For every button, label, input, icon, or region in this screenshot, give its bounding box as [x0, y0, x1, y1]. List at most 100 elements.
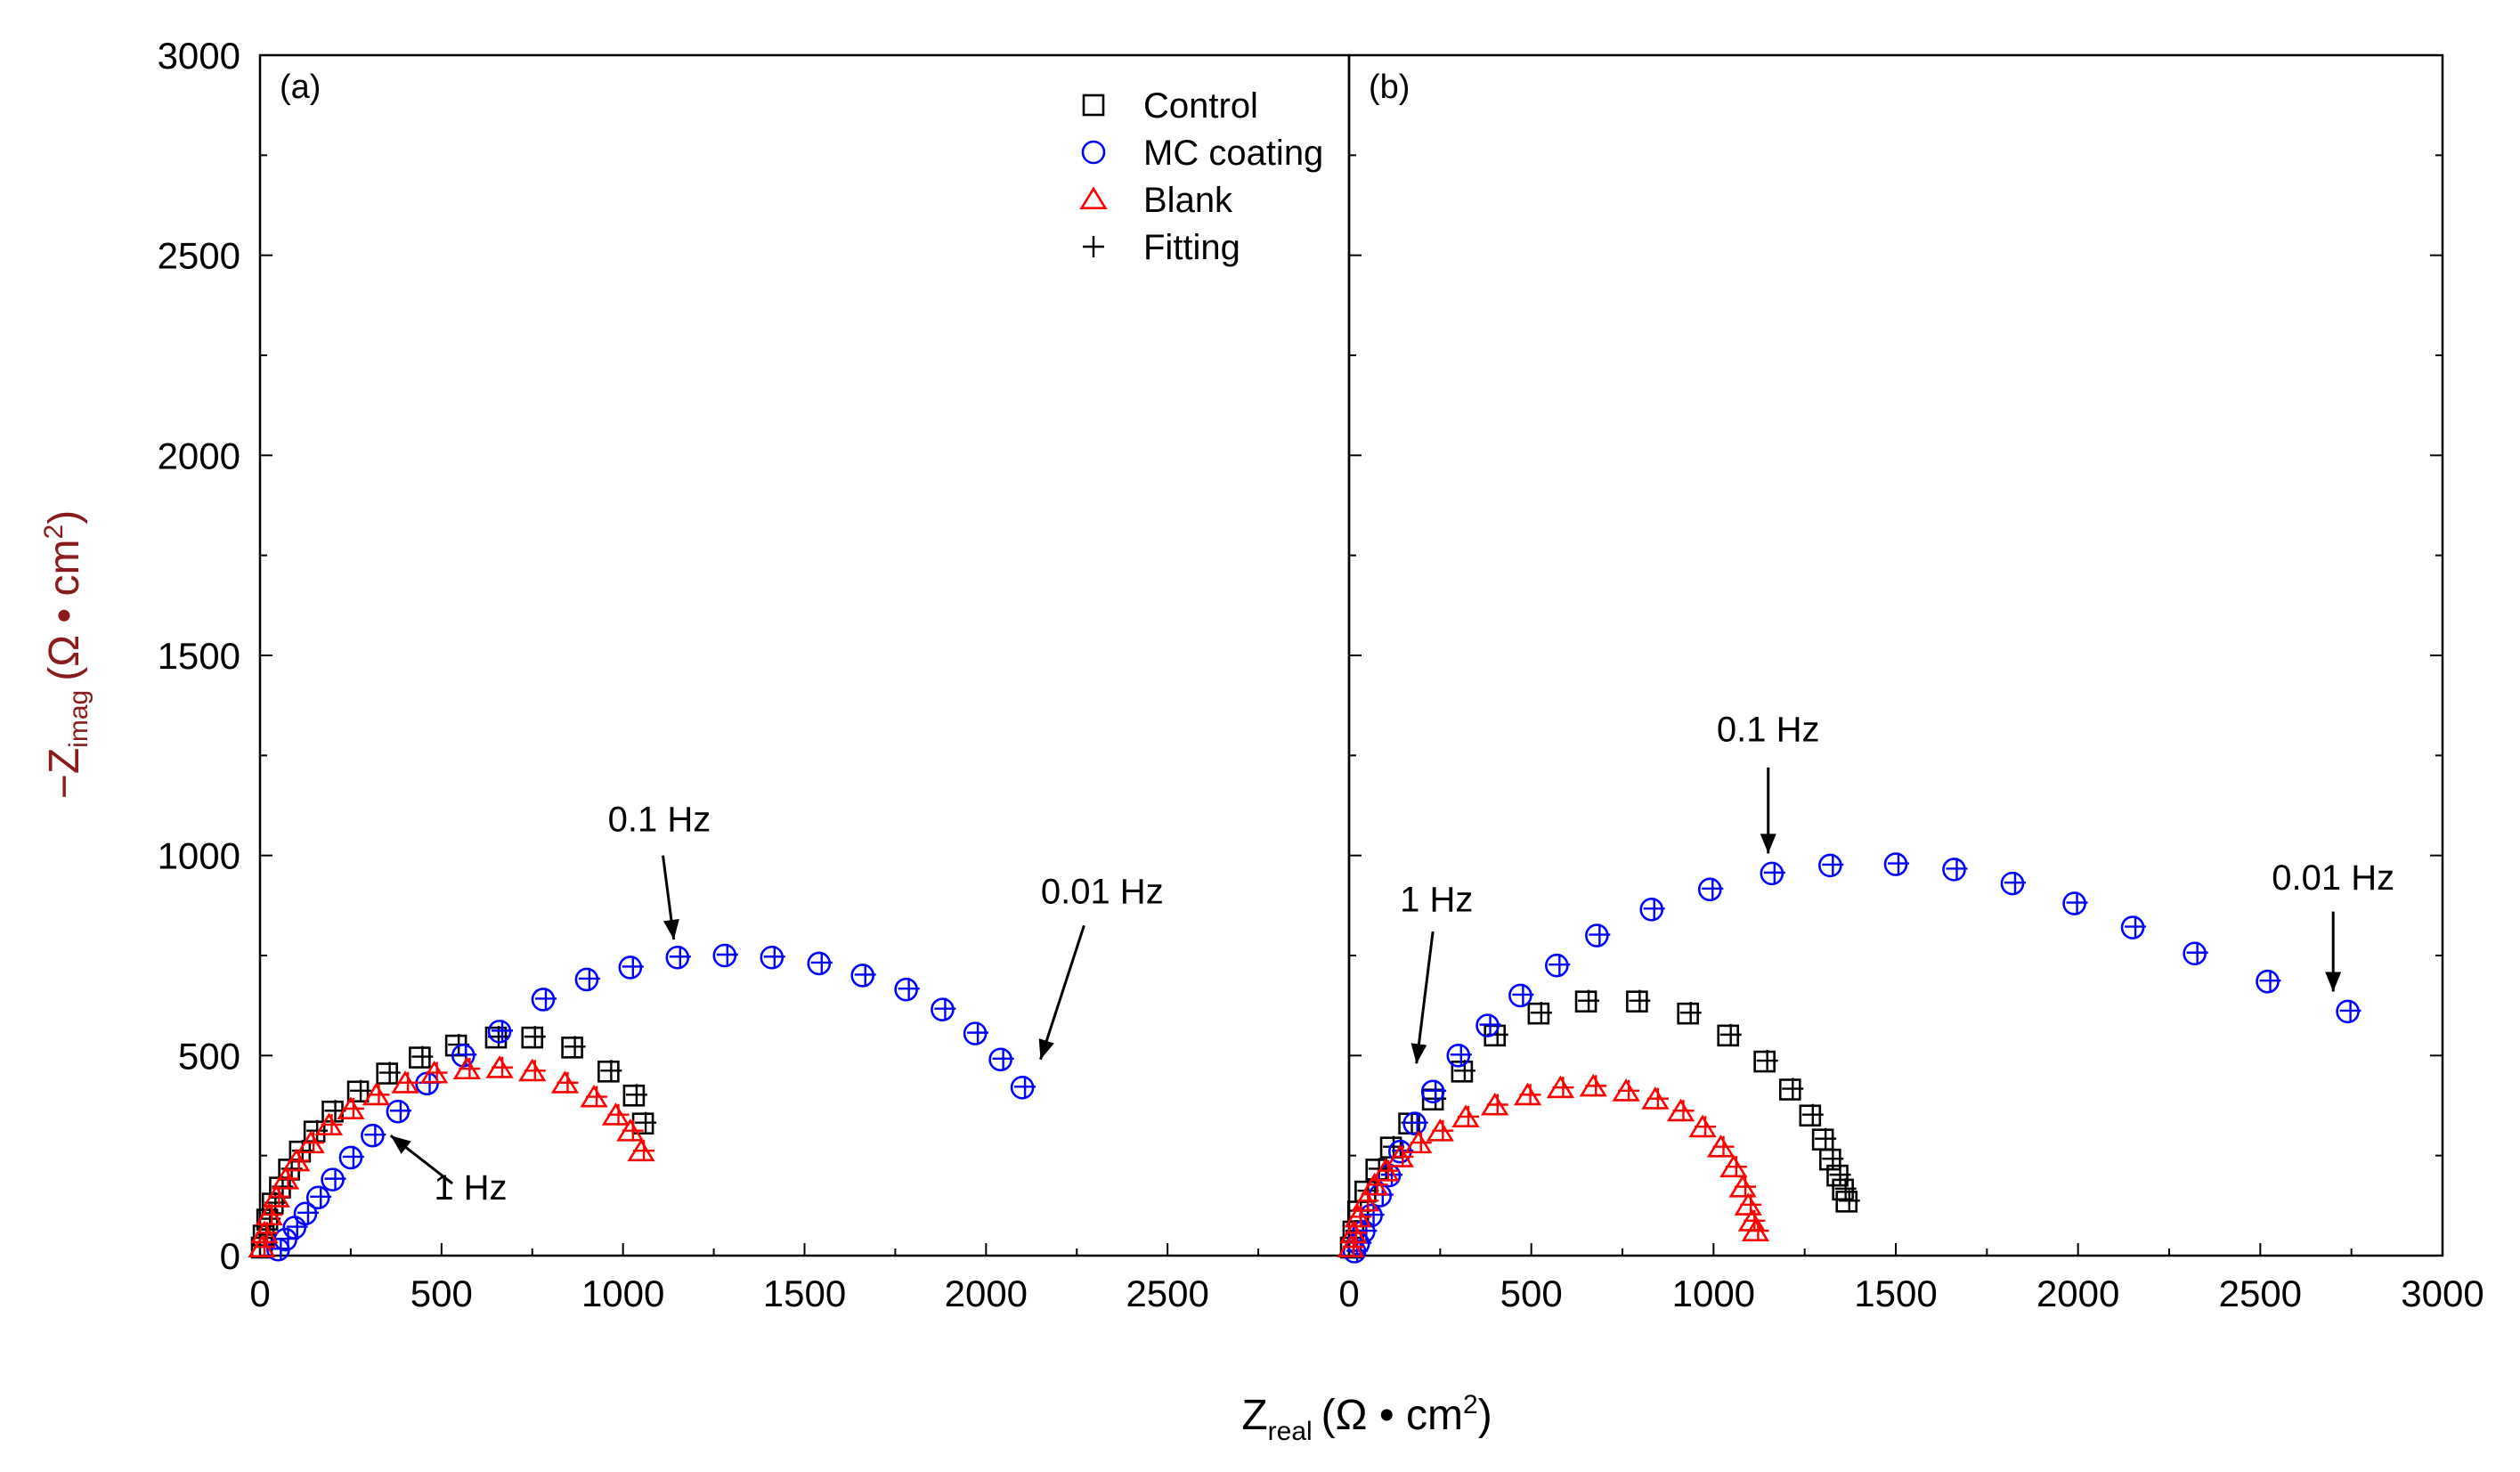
fitting-point: [1381, 1164, 1403, 1186]
fitting-point: [622, 1119, 644, 1142]
x-tick-label: 500: [1500, 1273, 1563, 1314]
fitting-point: [854, 964, 876, 986]
fitting-point: [1486, 1094, 1508, 1116]
fitting-point: [600, 1060, 622, 1082]
fitting-point: [261, 1204, 283, 1226]
fitting-point: [1629, 989, 1651, 1012]
legend-label: Fitting: [1143, 228, 1240, 267]
annotation-arrow-line: [1039, 924, 1085, 1061]
x-tick-label: 0: [249, 1273, 270, 1314]
fitting-point: [1512, 983, 1534, 1005]
fitting-point: [564, 1036, 586, 1058]
annotation-label: 1 Hz: [434, 1168, 507, 1208]
fitting-point: [264, 1191, 287, 1214]
fitting-point: [1618, 1079, 1640, 1102]
fitting-point: [1815, 1127, 1837, 1150]
fitting-point: [992, 1047, 1014, 1069]
fitting-point: [1519, 1084, 1541, 1106]
x-tick-label: 500: [411, 1273, 473, 1314]
legend-label: MC coating: [1143, 134, 1323, 173]
fitting-point: [1362, 1204, 1385, 1226]
fitting-point: [1406, 1111, 1428, 1134]
y-tick-label: 2000: [158, 435, 240, 476]
fitting-point: [368, 1084, 390, 1106]
fitting-point: [1366, 1174, 1388, 1196]
panel-label: (b): [1369, 69, 1410, 106]
x-tick-label: 2500: [1126, 1273, 1208, 1314]
x-tick-label: 1500: [763, 1273, 846, 1314]
fitting-point: [1712, 1135, 1735, 1158]
y-tick-label: 1000: [158, 835, 240, 877]
fitting-point: [1589, 923, 1611, 946]
fitting-point: [2186, 941, 2208, 964]
annotation-arrow-head: [1038, 1038, 1054, 1060]
fitting-point: [524, 1026, 546, 1048]
fitting-point: [1834, 1177, 1857, 1200]
fitting-point: [1377, 1159, 1399, 1182]
fitting-point: [1735, 1175, 1757, 1198]
annotation-label: 0.1 Hz: [1717, 711, 1820, 750]
fitting-point: [2004, 872, 2026, 894]
fitting-point: [1585, 1075, 1607, 1097]
fitting-point: [254, 1236, 276, 1258]
fitting-point: [1838, 1190, 1860, 1212]
legend-label: Blank: [1143, 181, 1233, 220]
fitting-point: [1725, 1156, 1747, 1178]
fitting-point: [321, 1113, 343, 1135]
annotation-arrow-head: [2325, 972, 2342, 992]
fitting-point: [1946, 858, 1968, 880]
fitting-point: [378, 1061, 401, 1084]
fitting-point: [635, 1111, 657, 1134]
fitting-point: [1829, 1164, 1851, 1186]
legend-marker: [1082, 94, 1105, 117]
fitting-point: [1457, 1105, 1479, 1127]
fitting-point: [524, 1060, 546, 1082]
x-axis-title: Zreal (Ω • cm2): [1241, 1390, 1492, 1446]
fitting-point: [1695, 1116, 1717, 1138]
fitting-point: [633, 1140, 655, 1162]
fitting-point: [1425, 1079, 1447, 1102]
fitting-point: [1822, 853, 1844, 875]
fitting-point: [534, 988, 557, 1010]
fitting-point: [1643, 898, 1665, 920]
fitting-point: [934, 997, 956, 1020]
fitting-point: [1392, 1145, 1414, 1167]
fitting-point: [397, 1071, 419, 1094]
fitting-point: [364, 1124, 386, 1146]
fitting-point: [1782, 1078, 1804, 1100]
fitting-point: [1549, 954, 1571, 976]
fitting-point: [303, 1132, 325, 1154]
fitting-point: [324, 1167, 346, 1190]
panel-a: 0 500 1000 1500 2000 2500 3000 0 500 1000 1500 2000…: [158, 35, 1351, 1314]
fitting-point: [1450, 1044, 1472, 1066]
fitting-point: [2259, 970, 2281, 992]
fitting-point: [1552, 1077, 1574, 1099]
fitting-point: [586, 1086, 608, 1108]
fitting-point: [2066, 891, 2088, 914]
fitting-point: [669, 946, 691, 968]
annotation-arrow-head: [1410, 1043, 1427, 1064]
fitting-point: [1756, 1050, 1778, 1072]
legend-marker: [1083, 236, 1104, 257]
x-tick-label: 1000: [1672, 1273, 1755, 1314]
series-blank: [1337, 1073, 1770, 1258]
x-tick-label: 3000: [2401, 1273, 2483, 1314]
y-tick-label: 1500: [158, 635, 240, 677]
fitting-point: [411, 1045, 434, 1068]
y-tick-label: 3000: [158, 35, 240, 77]
x-tick-label: 1500: [1854, 1273, 1937, 1314]
fitting-point: [898, 978, 920, 1000]
x-tick-label: 1000: [581, 1273, 664, 1314]
fitting-point: [763, 946, 785, 968]
annotation-arrow-head: [390, 1135, 411, 1154]
fitting-point: [350, 1079, 372, 1102]
fitting-point: [297, 1201, 319, 1224]
fitting-point: [1763, 861, 1785, 883]
panel-label: (a): [280, 69, 321, 106]
fitting-point: [1479, 1013, 1501, 1036]
fitting-point: [1801, 1103, 1824, 1126]
fitting-point: [1343, 1236, 1365, 1258]
panel-frame: [1347, 53, 2444, 1257]
fitting-point: [310, 1185, 332, 1208]
